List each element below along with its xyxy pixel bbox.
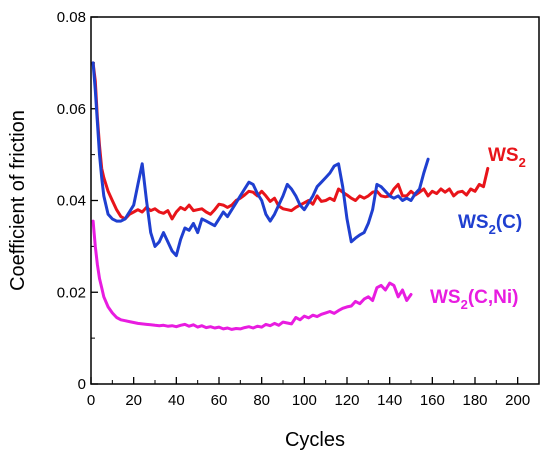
y-tick-label: 0 [78,376,86,393]
y-tick-label: 0.04 [57,193,86,210]
x-tick-label: 200 [505,392,530,409]
x-tick-label: 140 [377,392,402,409]
x-tick-label: 180 [462,392,487,409]
series-lines [91,61,490,331]
series-line-ws2-c-ni [91,219,413,331]
x-axis-title: Cycles [285,429,345,451]
series-labels: WS2 WS2(C) WS2(C,Ni) [430,145,526,312]
x-tick-label: 60 [211,392,228,409]
series-label-ws2-c-ni: WS2(C,Ni) [430,287,519,312]
y-axis-ticks: 0 0.02 0.04 0.06 0.08 [57,9,98,393]
x-tick-label: 100 [292,392,317,409]
y-tick-label: 0.06 [57,101,86,118]
x-tick-label: 0 [87,392,95,409]
plot-frame [90,16,540,385]
x-tick-label: 20 [125,392,142,409]
series-line-ws2 [91,61,490,221]
series-line-ws2-c [91,61,430,258]
x-tick-label: 160 [420,392,445,409]
series-label-ws2-c: WS2(C) [458,212,522,237]
x-tick-label: 80 [253,392,270,409]
y-tick-label: 0.02 [57,284,86,301]
x-tick-label: 120 [334,392,359,409]
y-axis-title: Coefficient of friction [7,110,29,291]
y-tick-label: 0.08 [57,9,86,26]
series-label-ws2: WS2 [488,145,526,170]
x-axis-ticks: 0 20 40 60 80 100 120 140 160 180 200 [87,377,530,409]
x-tick-label: 40 [168,392,185,409]
